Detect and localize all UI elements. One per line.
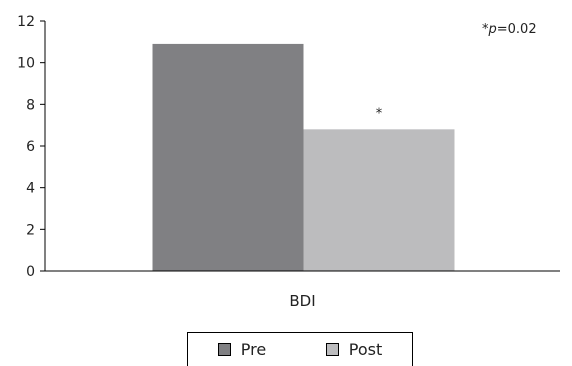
legend-label-post: Post	[348, 340, 383, 359]
legend-label-pre: Pre	[240, 340, 267, 359]
legend-item-post: Post	[325, 340, 383, 359]
y-tick-label: 6	[26, 139, 35, 155]
bar-annotation: *	[376, 106, 383, 121]
y-tick-label: 12	[17, 14, 35, 30]
legend-swatch-post	[325, 343, 339, 356]
y-tick-label: 4	[26, 181, 35, 197]
y-tick-label: 0	[26, 264, 35, 280]
y-tick-label: 2	[26, 222, 35, 238]
y-tick-label: 10	[17, 56, 35, 72]
legend: Pre Post	[187, 332, 413, 366]
legend-swatch-pre	[217, 343, 231, 356]
bar-post	[303, 129, 455, 271]
bars: *	[152, 43, 455, 271]
x-axis: BDI	[45, 270, 560, 310]
y-axis: 0 2 4 6 8 10 12	[17, 14, 46, 280]
x-category-label: BDI	[289, 292, 315, 310]
y-tick-label: 8	[26, 97, 35, 113]
legend-item-pre: Pre	[217, 340, 267, 359]
bar-pre	[152, 43, 304, 271]
significance-note: *p=0.02	[482, 22, 537, 37]
